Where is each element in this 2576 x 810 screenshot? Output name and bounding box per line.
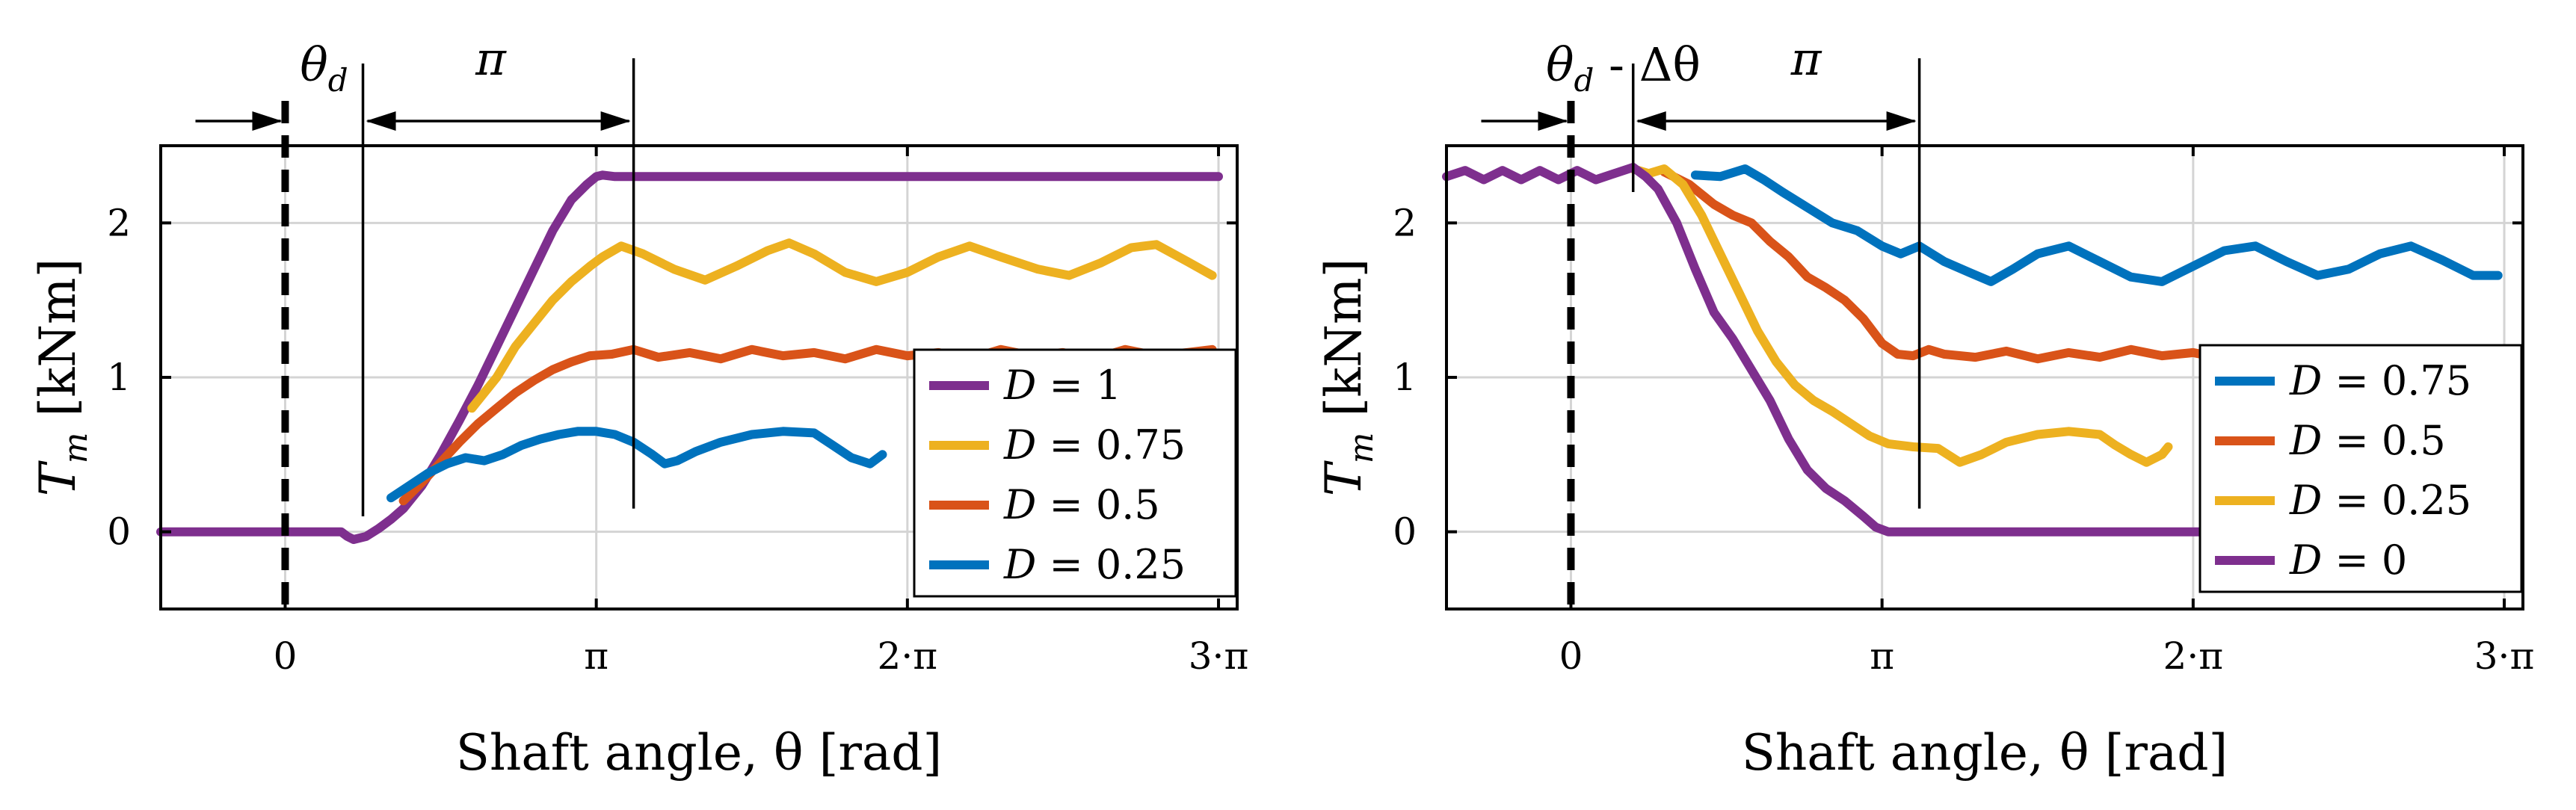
x-tick-label: π [1870,634,1894,678]
angle-label-1: θd - Δθ [1546,37,1701,99]
panel-left: θd π 0 π 2·π 3·π 0 1 2 Shaft angle, θ [rad] Tm [kN… [29,31,1248,782]
angle-label-1-sub: d [328,62,348,99]
legend: D = 0.75D = 0.5D = 0.25D = 0 [2198,344,2523,593]
series-line-1 [156,170,1223,544]
legend-var: D [1003,541,1036,588]
y-tick-label: 1 [1393,356,1417,399]
x-tick-label: 2·π [878,634,938,678]
legend-var: D [1003,362,1036,409]
y-axis-label-unit: [kNm] [29,259,87,433]
legend: D = 1D = 0.75D = 0.5D = 0.25 [913,348,1237,598]
arrow-span-head-left [366,111,396,131]
x-tick-label: 3·π [2474,634,2535,678]
y-tick-label: 1 [107,356,131,399]
legend-value: = 0.75 [2322,357,2471,404]
legend-box [2198,344,2523,593]
angle-label-1-main: θ [1546,37,1574,92]
y-axis-label-main: T [29,460,87,496]
y-axis-label: Tm [kNm] [1315,259,1381,497]
legend-var: D [2289,477,2322,524]
panel-right: θd - Δθ π 0 π 2·π 3·π 0 1 2 Shaft angle, θ [rad] T… [1315,31,2534,782]
arrow-span-head-left [1636,111,1666,131]
y-axis-label: Tm [kNm] [29,259,95,497]
legend-var: D [1003,421,1036,469]
legend-label-3: D = 0.5 [1003,481,1160,528]
legend-label-4: D = 0.25 [1003,541,1186,588]
legend-label-1: D = 1 [1003,362,1121,409]
legend-value: = 1 [1036,362,1121,409]
arrow-left-head [1538,111,1568,131]
arrow-left-head [252,111,283,131]
legend-box [913,348,1237,598]
series-line-2 [467,238,1217,413]
legend-var: D [2289,537,2322,584]
y-tick-label: 0 [107,510,131,554]
angle-label-1-rest: - Δθ [1594,37,1700,92]
legend-value: = 0.25 [1036,541,1186,588]
series-line-4 [386,427,887,503]
angle-label-2: π [475,31,507,86]
legend-value: = 0 [2322,537,2407,584]
legend-value: = 0.25 [2322,477,2471,524]
legend-label-1: D = 0.75 [2289,357,2471,404]
x-tick-label: 0 [1559,634,1583,678]
legend-label-2: D = 0.75 [1003,421,1186,469]
arrow-span-head-right [600,111,631,131]
y-tick-label: 2 [107,201,131,244]
legend-value: = 0.5 [1036,481,1159,528]
y-tick-label: 2 [1393,201,1417,244]
angle-label-2: π [1790,31,1822,86]
angle-label-1-main: θ [300,37,327,92]
x-tick-label: 2·π [2163,634,2224,678]
x-tick-label: π [584,634,608,678]
x-tick-label: 3·π [1189,634,1249,678]
y-axis-label-sub: m [57,433,95,464]
y-axis-label-main: T [1315,460,1372,496]
angle-label-1-sub: d [1574,62,1594,99]
series-line-3 [1628,164,2173,467]
legend-value: = 0.5 [2322,417,2445,464]
legend-label-3: D = 0.25 [2289,477,2471,524]
series-line-4 [1442,162,2509,537]
legend-var: D [1003,481,1036,528]
legend-label-2: D = 0.5 [2289,417,2446,464]
x-axis-label: Shaft angle, θ [rad] [456,724,943,782]
legend-value: = 0.75 [1036,421,1186,469]
series-line-1 [1690,164,2503,286]
x-axis-label: Shaft angle, θ [rad] [1742,724,2228,782]
x-tick-label: 0 [274,634,298,678]
angle-label-1: θd [300,37,348,99]
legend-var: D [2289,357,2322,404]
legend-var: D [2289,417,2322,464]
y-axis-label-unit: [kNm] [1315,259,1372,433]
y-axis-label-sub: m [1343,433,1381,464]
arrow-span-head-right [1886,111,1917,131]
y-tick-label: 0 [1393,510,1417,554]
legend-label-4: D = 0 [2289,537,2407,584]
